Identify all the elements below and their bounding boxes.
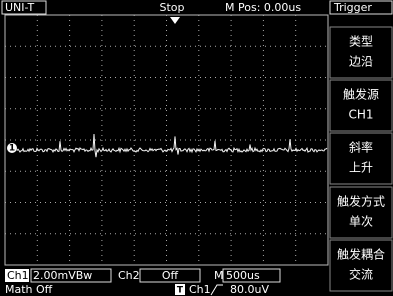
horizontal-position: M Pos: 0.00us [225,1,301,14]
ch2-label: Ch2 [118,269,140,282]
trigger-icon: T [177,286,184,296]
menu-item-label: 类型 [349,35,373,49]
menu-item-value: CH1 [348,108,373,122]
menu-item-value: 边沿 [349,55,373,69]
brand: UNI-T [5,1,34,14]
trigger-level: 80.0uV [230,283,269,296]
math-status: Math Off [5,283,53,296]
ch2-state: Off [162,269,179,282]
ch1-scale: 2.00mVBw [33,269,92,282]
menu-item-label: 触发源 [343,87,379,102]
run-status: Stop [159,1,184,14]
oscilloscope-screen: UNI-T Stop M Pos: 0.00us Trigger 1 类型边沿触… [0,0,393,296]
ch1-label: Ch1 [7,269,29,282]
channel1-marker-label: 1 [9,144,15,154]
timebase: 500us [226,269,260,282]
trigger-source: Ch1 [189,283,211,296]
menu-item-label: 斜率 [349,140,373,155]
menu-item-label: 触发方式 [337,194,385,209]
menu-title: Trigger [333,1,372,14]
menu-item-value: 交流 [349,267,373,282]
menu-item-label: 触发耦合 [337,247,385,262]
timebase-label: M [214,269,224,282]
menu-item-value: 单次 [349,215,373,229]
menu-item-value: 上升 [349,161,373,175]
